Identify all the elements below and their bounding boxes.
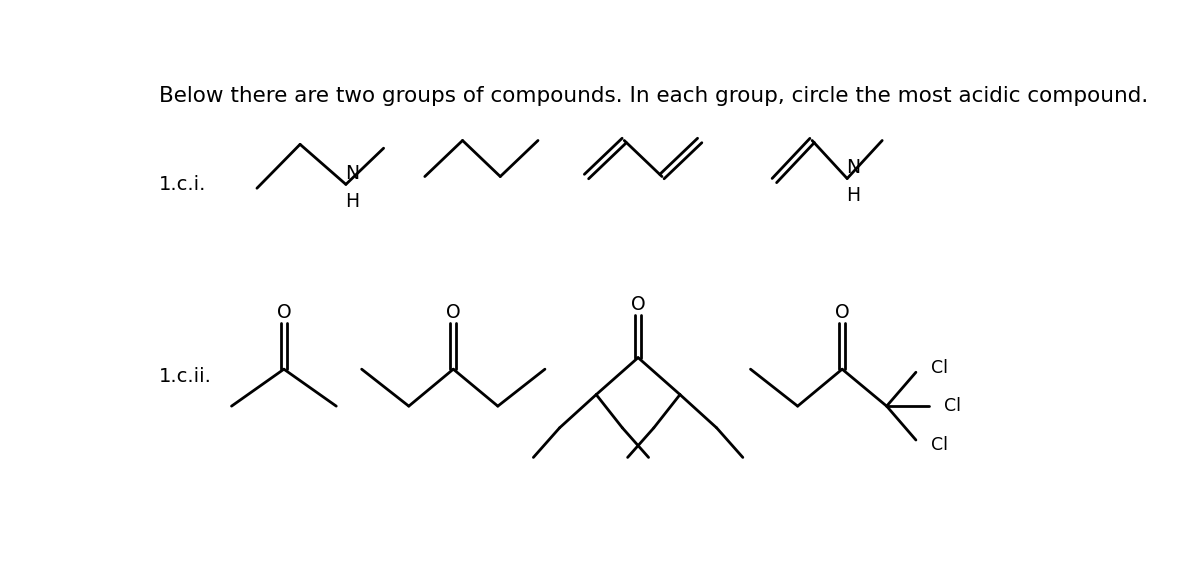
Text: Below there are two groups of compounds. In each group, circle the most acidic c: Below there are two groups of compounds.…	[160, 86, 1148, 106]
Text: O: O	[276, 302, 292, 321]
Text: Cl: Cl	[944, 397, 961, 415]
Text: 1.c.i.: 1.c.i.	[160, 175, 206, 194]
Text: Cl: Cl	[931, 436, 948, 453]
Text: O: O	[631, 295, 646, 314]
Text: H: H	[344, 192, 359, 211]
Text: H: H	[846, 186, 860, 205]
Text: O: O	[446, 302, 461, 321]
Text: N: N	[846, 158, 860, 177]
Text: O: O	[835, 302, 850, 321]
Text: N: N	[344, 164, 359, 183]
Text: 1.c.ii.: 1.c.ii.	[160, 367, 212, 386]
Text: Cl: Cl	[931, 359, 948, 377]
